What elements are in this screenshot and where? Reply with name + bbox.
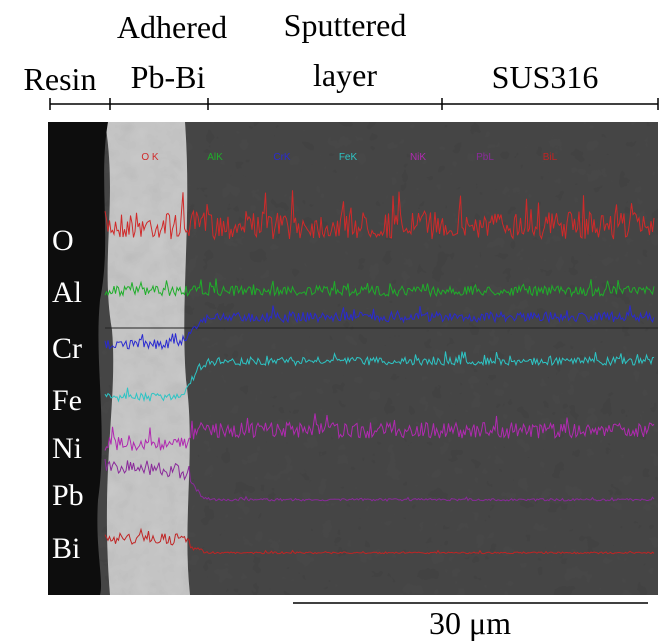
scale-bar-label: 30 μm (429, 605, 511, 641)
line-scans (104, 190, 655, 555)
element-label: Al (52, 276, 82, 309)
region-label: Sputtered (284, 7, 407, 43)
region-label: Adhered (117, 9, 227, 45)
line-scan (104, 190, 655, 241)
region-label: Resin (24, 61, 97, 97)
legend: O K AlK CrK FeK NiK PbL BiL (141, 152, 557, 163)
element-label: Bi (52, 532, 80, 565)
legend-entry: AlK (207, 152, 223, 163)
legend-entry: O K (141, 152, 159, 163)
line-scan (104, 305, 655, 351)
region-bracket (49, 98, 659, 110)
line-scan (104, 459, 655, 502)
region-label: layer (313, 57, 377, 93)
element-label: Fe (52, 384, 82, 417)
legend-entry: CrK (273, 152, 291, 163)
region-label: Pb-Bi (131, 59, 206, 95)
legend-entry: FeK (339, 152, 358, 163)
region-label: SUS316 (492, 59, 599, 95)
element-label: O (52, 224, 74, 257)
legend-entry: BiL (543, 152, 558, 163)
legend-entry: PbL (476, 152, 494, 163)
legend-entry: NiK (410, 152, 426, 163)
line-scan (104, 278, 655, 298)
line-scan (104, 527, 655, 555)
line-scan (104, 351, 655, 403)
element-label: Pb (52, 479, 84, 512)
line-scan (104, 413, 655, 451)
element-label: Cr (52, 332, 82, 365)
element-labels: O Al Cr Fe Ni Pb Bi (52, 224, 84, 565)
element-label: Ni (52, 432, 82, 465)
